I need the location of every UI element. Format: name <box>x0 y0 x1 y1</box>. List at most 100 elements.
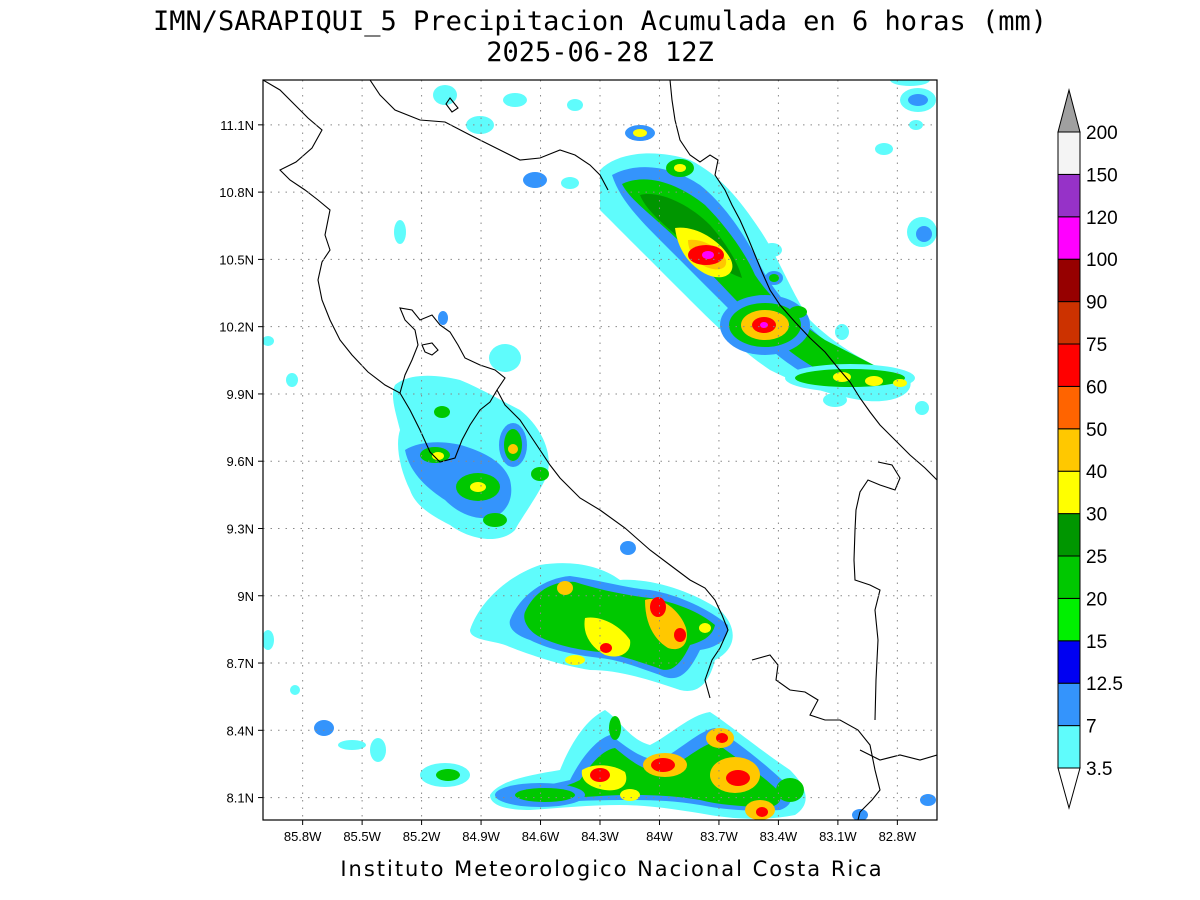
lat-tick-label-6: 9.9N <box>227 387 254 402</box>
coastline-panama-south <box>859 749 937 761</box>
lat-tick-label-0: 8.1N <box>227 791 254 806</box>
precip-cell-north-top-7 <box>567 99 583 111</box>
lat-tick-label-2: 8.7N <box>227 656 254 671</box>
precip-core-north-100 <box>702 251 714 259</box>
lon-tick-label-1: 85.5W <box>343 829 381 844</box>
colorbar-swatch-12 <box>1057 216 1081 260</box>
precip-cell-central-9 <box>620 541 636 555</box>
coastline-nicoya-interior <box>421 342 439 356</box>
lat-tick-label-7: 10.2N <box>219 320 254 335</box>
precip-cell-central-11 <box>286 373 298 387</box>
lat-tick-label-9: 10.8N <box>219 185 254 200</box>
precip-cell-central-10 <box>394 220 406 244</box>
precip-cell-ne-3 <box>875 143 893 155</box>
precip-cell-central-5 <box>483 513 507 527</box>
colorbar-swatch-5 <box>1057 513 1081 557</box>
precip-cell-central-12 <box>263 336 274 346</box>
coastline-ne-island <box>445 97 459 113</box>
map-plot-area <box>263 80 937 820</box>
lat-tick-label-3: 9N <box>237 589 254 604</box>
colorbar-label-12: 100 <box>1086 250 1118 271</box>
precip-cell-s-red1 <box>590 768 610 782</box>
coastline-pacific-central <box>496 389 729 699</box>
colorbar-label-11: 90 <box>1086 293 1107 314</box>
precip-cell-ne-10 <box>915 401 929 415</box>
colorbar-label-13: 120 <box>1086 208 1118 229</box>
precip-cell-north-top-6 <box>503 93 527 107</box>
colorbar-label-7: 40 <box>1086 462 1107 483</box>
lon-tick-label-0: 85.8W <box>284 829 322 844</box>
colorbar-label-4: 20 <box>1086 589 1107 610</box>
lon-tick-label-6: 84W <box>646 829 673 844</box>
colorbar-label-15: 200 <box>1086 123 1118 144</box>
precip-cell-s-red2 <box>651 758 675 772</box>
lon-tick-label-9: 83.1W <box>819 829 857 844</box>
precip-cell-ne-5 <box>890 80 930 86</box>
precip-cell-north-top-1-core <box>633 129 647 137</box>
colorbar-legend: 3.5 7 12.5 15 20 25 30 40 50 60 75 90 100 120 150 200 <box>1057 88 1123 810</box>
precip-cell-s-base10 <box>370 738 386 762</box>
colorbar-label-5: 25 <box>1086 547 1107 568</box>
precip-cell-north-top-8 <box>561 177 579 189</box>
lon-tick-label-5: 84.3W <box>581 829 619 844</box>
colorbar-label-8: 50 <box>1086 420 1107 441</box>
precip-cell-ne-9 <box>835 324 849 340</box>
colorbar-label-2: 12.5 <box>1086 674 1123 695</box>
colorbar-swatch-14 <box>1057 131 1081 175</box>
colorbar-swatch-13 <box>1057 173 1081 218</box>
colorbar-swatch-0 <box>1057 725 1081 769</box>
precip-cell-s-red5 <box>756 807 768 817</box>
precip-cell-central-7 <box>489 344 521 372</box>
precip-cell-s-base17 <box>776 778 804 802</box>
lon-tick-label-3: 84.9W <box>462 829 500 844</box>
colorbar-label-6: 30 <box>1086 505 1107 526</box>
precip-cell-central-3y <box>508 444 518 454</box>
colorbar-swatch-4 <box>1057 555 1081 599</box>
colorbar-swatch-8 <box>1057 385 1081 430</box>
colorbar-label-10: 75 <box>1086 335 1107 356</box>
precip-region-south-central-30 <box>584 617 631 657</box>
precip-cell-sc-red1 <box>650 597 666 617</box>
precip-cell-sc-red2 <box>674 628 686 642</box>
precip-cell-ne-1-core <box>908 94 928 106</box>
lon-tick-label-7: 83.7W <box>700 829 738 844</box>
colorbar-swatch-7 <box>1057 428 1081 472</box>
precip-cell-9-9n-b <box>865 376 883 386</box>
precip-cell-s-base14 <box>263 630 274 650</box>
precip-cell-ne-7-core <box>769 274 779 282</box>
coastline-osa <box>751 654 881 820</box>
precip-cell-ne-2-core <box>916 226 932 242</box>
precip-cell-sc-red3 <box>600 643 612 653</box>
lon-tick-label-4: 84.6W <box>522 829 560 844</box>
latitude-ticks: 8.1N 8.4N 8.7N 9N 9.3N 9.6N 9.9N 10.2N 10.5N 10.8… <box>219 118 263 806</box>
precip-cell-central-6 <box>434 406 450 418</box>
precip-cell-ne-11 <box>823 393 847 407</box>
precip-cell-s-base12 <box>338 740 366 750</box>
colorbar-swatch-1 <box>1057 682 1081 727</box>
lat-tick-label-10: 11.1N <box>220 118 254 133</box>
footer-institution: Instituto Meteorologico Nacional Costa R… <box>340 857 883 881</box>
precip-cell-9-9n-a <box>833 372 851 382</box>
precip-cell-central-1y <box>432 452 444 460</box>
precip-cell-central-4 <box>531 467 549 481</box>
precip-cell-north-top-3 <box>523 172 547 188</box>
precipitation-field <box>263 80 937 820</box>
colorbar-low-triangle <box>1057 767 1081 810</box>
precip-cell-ne-8 <box>789 306 807 318</box>
colorbar-swatch-2 <box>1057 640 1081 684</box>
lat-tick-label-5: 9.6N <box>227 454 254 469</box>
precip-cell-sc-yellow6 <box>565 655 585 665</box>
colorbar-swatch-3 <box>1057 597 1081 642</box>
precip-cell-s-green9 <box>515 788 575 802</box>
coastline-layer <box>263 80 937 820</box>
border-nicaragua <box>369 80 609 191</box>
colorbar-high-triangle <box>1057 88 1081 133</box>
coastline-pacific-north <box>263 80 506 463</box>
coastline-bocas <box>853 461 901 721</box>
lat-tick-label-4: 9.3N <box>227 521 254 536</box>
precip-cell-s-base13 <box>290 685 300 695</box>
map-subtitle-date: 2025-06-28 12Z <box>486 37 714 68</box>
colorbar-label-14: 150 <box>1086 165 1118 186</box>
precip-cell-central-8 <box>438 311 448 325</box>
